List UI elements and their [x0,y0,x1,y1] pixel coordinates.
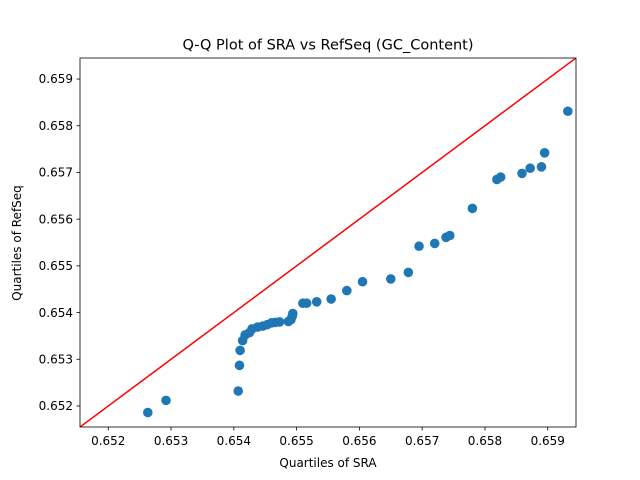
data-point [429,238,440,249]
data-point [233,386,244,396]
data-point [274,317,285,327]
data-point [342,285,352,296]
data-point [235,345,245,356]
data-point [517,168,527,179]
y-tick-label: 0.658 [39,119,73,133]
data-point [311,297,322,307]
chart-title: Q-Q Plot of SRA vs RefSeq (GC_Content) [182,38,473,54]
y-tick-label: 0.652 [39,399,73,413]
data-point [357,276,368,287]
x-tick-label: 0.657 [405,434,439,448]
reference-line [80,58,576,427]
x-tick-label: 0.653 [154,434,188,448]
data-point [301,298,312,309]
data-point [403,267,414,278]
data-point [525,163,535,174]
data-point [495,172,506,182]
plot-frame [79,57,577,428]
data-point [161,395,171,406]
data-point [385,274,396,284]
data-point [536,162,547,172]
data-point [414,241,424,252]
x-tick-label: 0.652 [91,434,125,448]
y-tick-label: 0.654 [39,306,73,320]
y-tick-label: 0.653 [39,352,73,366]
x-axis-label: Quartiles of SRA [279,456,377,470]
y-tick-label: 0.656 [39,212,73,226]
x-tick-label: 0.655 [279,434,313,448]
x-tick-label: 0.658 [468,434,502,448]
y-axis-label: Quartiles of RefSeq [10,185,24,301]
data-point [539,148,550,158]
data-point [143,407,153,418]
x-tick-label: 0.654 [217,434,251,448]
data-point [467,203,478,214]
data-point [445,230,455,241]
x-tick-label: 0.656 [342,434,376,448]
data-point [326,294,336,304]
data-point [563,106,573,117]
y-tick-label: 0.655 [39,259,73,273]
y-tick-label: 0.659 [39,72,73,86]
y-tick-label: 0.657 [39,166,73,180]
x-tick-label: 0.659 [531,434,565,448]
data-point [234,360,245,371]
data-point [288,308,298,319]
